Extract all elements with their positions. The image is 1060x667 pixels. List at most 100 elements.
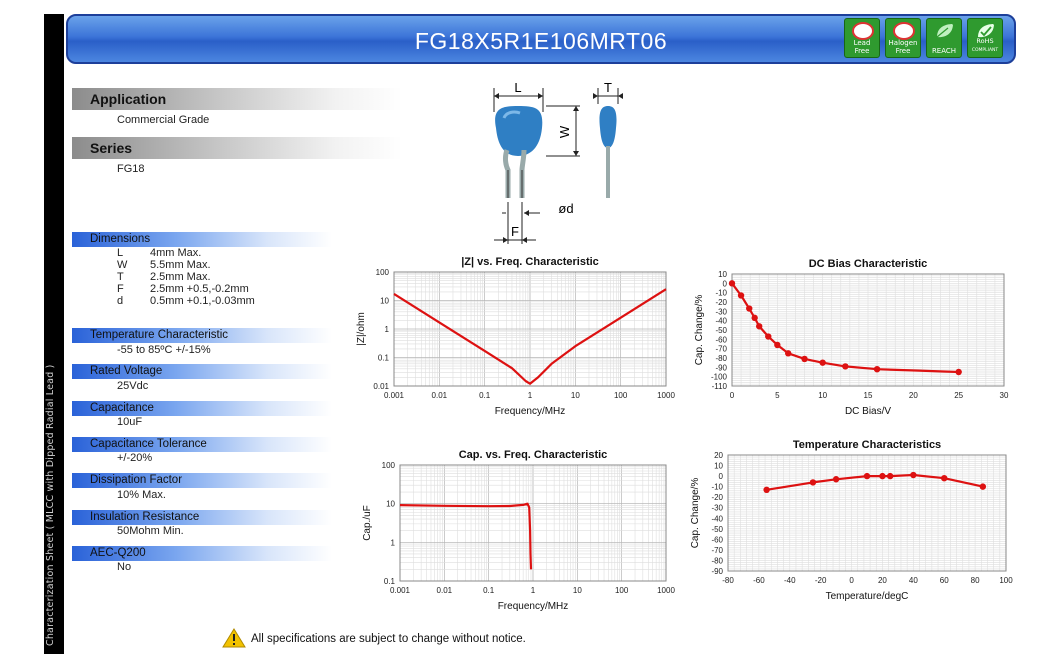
y-tick-label: -70 <box>711 546 723 555</box>
y-tick-label: -10 <box>715 289 727 298</box>
y-tick-label: -50 <box>711 525 723 534</box>
rated-voltage-header: Rated Voltage <box>72 364 332 379</box>
x-tick-label: -40 <box>784 576 796 585</box>
dimension-key: W <box>117 259 128 271</box>
x-axis-label: Temperature/degC <box>826 591 909 602</box>
dim-label-W: W <box>557 125 572 138</box>
dim-label-d: ød <box>558 201 573 216</box>
series-line <box>393 288 667 385</box>
dimension-value: 0.5mm +0.1,-0.03mm <box>150 295 255 307</box>
y-tick-label: -30 <box>715 307 727 316</box>
dimension-row: T 2.5mm Max. <box>117 271 211 283</box>
y-tick-label: 10 <box>714 462 723 471</box>
chart-title: |Z| vs. Freq. Characteristic <box>461 256 599 268</box>
dimension-row: d 0.5mm +0.1,-0.03mm <box>117 295 255 307</box>
x-axis-label: Frequency/MHz <box>498 601 569 612</box>
y-tick-label: -60 <box>711 535 723 544</box>
y-tick-label: 0 <box>723 279 728 288</box>
x-tick-label: 0.1 <box>483 586 495 595</box>
y-tick-label: 10 <box>386 500 395 509</box>
data-point <box>763 486 770 493</box>
x-tick-label: 0.01 <box>437 586 453 595</box>
x-tick-label: 25 <box>954 391 963 400</box>
temperature-characteristic-header: Temperature Characteristic <box>72 328 332 343</box>
x-tick-label: 60 <box>940 576 949 585</box>
aec-q200-heading: AEC-Q200 <box>90 547 146 559</box>
x-tick-label: 100 <box>614 391 628 400</box>
y-tick-label: 0.1 <box>378 354 390 363</box>
x-tick-label: 10 <box>571 391 580 400</box>
x-tick-label: 1 <box>531 586 536 595</box>
capacitor-body-front <box>495 106 543 156</box>
y-tick-label: 0 <box>719 472 724 481</box>
plot-border <box>727 454 1007 572</box>
data-point <box>746 305 753 312</box>
badge-label: Free <box>854 47 870 55</box>
series-line <box>399 502 533 570</box>
temperature-chart: -80 -60 -40 -20 0 20 40 60 80 10020100-10-20-30-4… <box>690 439 1013 602</box>
rated-voltage-value: 25Vdc <box>117 380 149 392</box>
x-tick-label: 80 <box>971 576 980 585</box>
dimension-value: 4mm Max. <box>150 247 202 259</box>
data-point <box>774 341 781 349</box>
data-point <box>756 323 763 330</box>
x-tick-label: 10 <box>818 391 827 400</box>
data-point <box>809 479 817 486</box>
x-tick-label: 10 <box>573 586 582 595</box>
capacitance-freq-chart: 0.001 0.01 0.1 1 10 100 1000 0.1 1 10 100 Cap. vs. … <box>362 449 675 612</box>
y-tick-label: -100 <box>711 373 728 382</box>
x-axis-label: Frequency/MHz <box>495 406 566 417</box>
data-point <box>765 333 772 340</box>
halogen-free-badge: Halogen Free <box>885 18 921 58</box>
y-tick-label: 10 <box>718 270 727 279</box>
data-point <box>819 359 826 366</box>
x-tick-label: 5 <box>775 391 780 400</box>
rated-voltage-heading: Rated Voltage <box>90 365 163 377</box>
x-tick-label: 100 <box>615 586 629 595</box>
x-tick-label: 0.01 <box>432 391 448 400</box>
br-crossed-icon <box>893 22 915 40</box>
insulation-resistance-header: Insulation Resistance <box>72 510 332 525</box>
capacitance-tolerance-heading: Capacitance Tolerance <box>90 438 207 450</box>
data-point <box>955 368 962 376</box>
y-tick-label: -30 <box>711 504 723 513</box>
badge-label: Halogen <box>888 39 918 47</box>
data-point <box>785 350 792 357</box>
aec-q200-header: AEC-Q200 <box>72 546 332 561</box>
dimension-key: T <box>117 271 124 283</box>
series-header: Series <box>72 137 402 159</box>
dimensions-header: Dimensions <box>72 232 332 247</box>
y-axis-label: Cap. Change/% <box>690 478 701 549</box>
y-tick-label: -80 <box>715 354 727 363</box>
y-tick-label: -20 <box>715 298 727 307</box>
y-tick-label: -40 <box>715 317 727 326</box>
plot-border <box>393 271 667 387</box>
y-axis-label: Cap./uF <box>362 505 373 541</box>
data-point <box>751 314 758 322</box>
data-point <box>879 472 886 480</box>
chart-title: DC Bias Characteristic <box>809 258 928 270</box>
sidebar-strip <box>44 14 64 654</box>
dissipation-factor-value: 10% Max. <box>117 489 166 501</box>
data-point <box>941 475 948 482</box>
chart-title: Cap. vs. Freq. Characteristic <box>459 449 608 461</box>
dimension-key: F <box>117 283 124 295</box>
y-axis-label: Cap. Change/% <box>694 295 705 366</box>
y-tick-label: 1 <box>385 325 390 334</box>
x-tick-label: 20 <box>909 391 918 400</box>
dimensions-heading: Dimensions <box>90 233 151 245</box>
y-tick-label: 0.1 <box>384 577 396 586</box>
dim-label-T: T <box>604 80 612 95</box>
data-point <box>910 471 917 479</box>
y-tick-label: -40 <box>711 514 723 523</box>
x-tick-label: 15 <box>864 391 873 400</box>
y-tick-label: -70 <box>715 345 727 354</box>
y-tick-label: -50 <box>715 326 727 335</box>
y-tick-label: 20 <box>714 451 723 460</box>
capacitance-value: 10uF <box>117 416 143 428</box>
x-tick-label: 100 <box>999 576 1013 585</box>
temperature-characteristic-value: -55 to 85ºC +/-15% <box>117 344 211 356</box>
dimension-key: L <box>117 247 124 259</box>
x-tick-label: 1000 <box>657 586 675 595</box>
